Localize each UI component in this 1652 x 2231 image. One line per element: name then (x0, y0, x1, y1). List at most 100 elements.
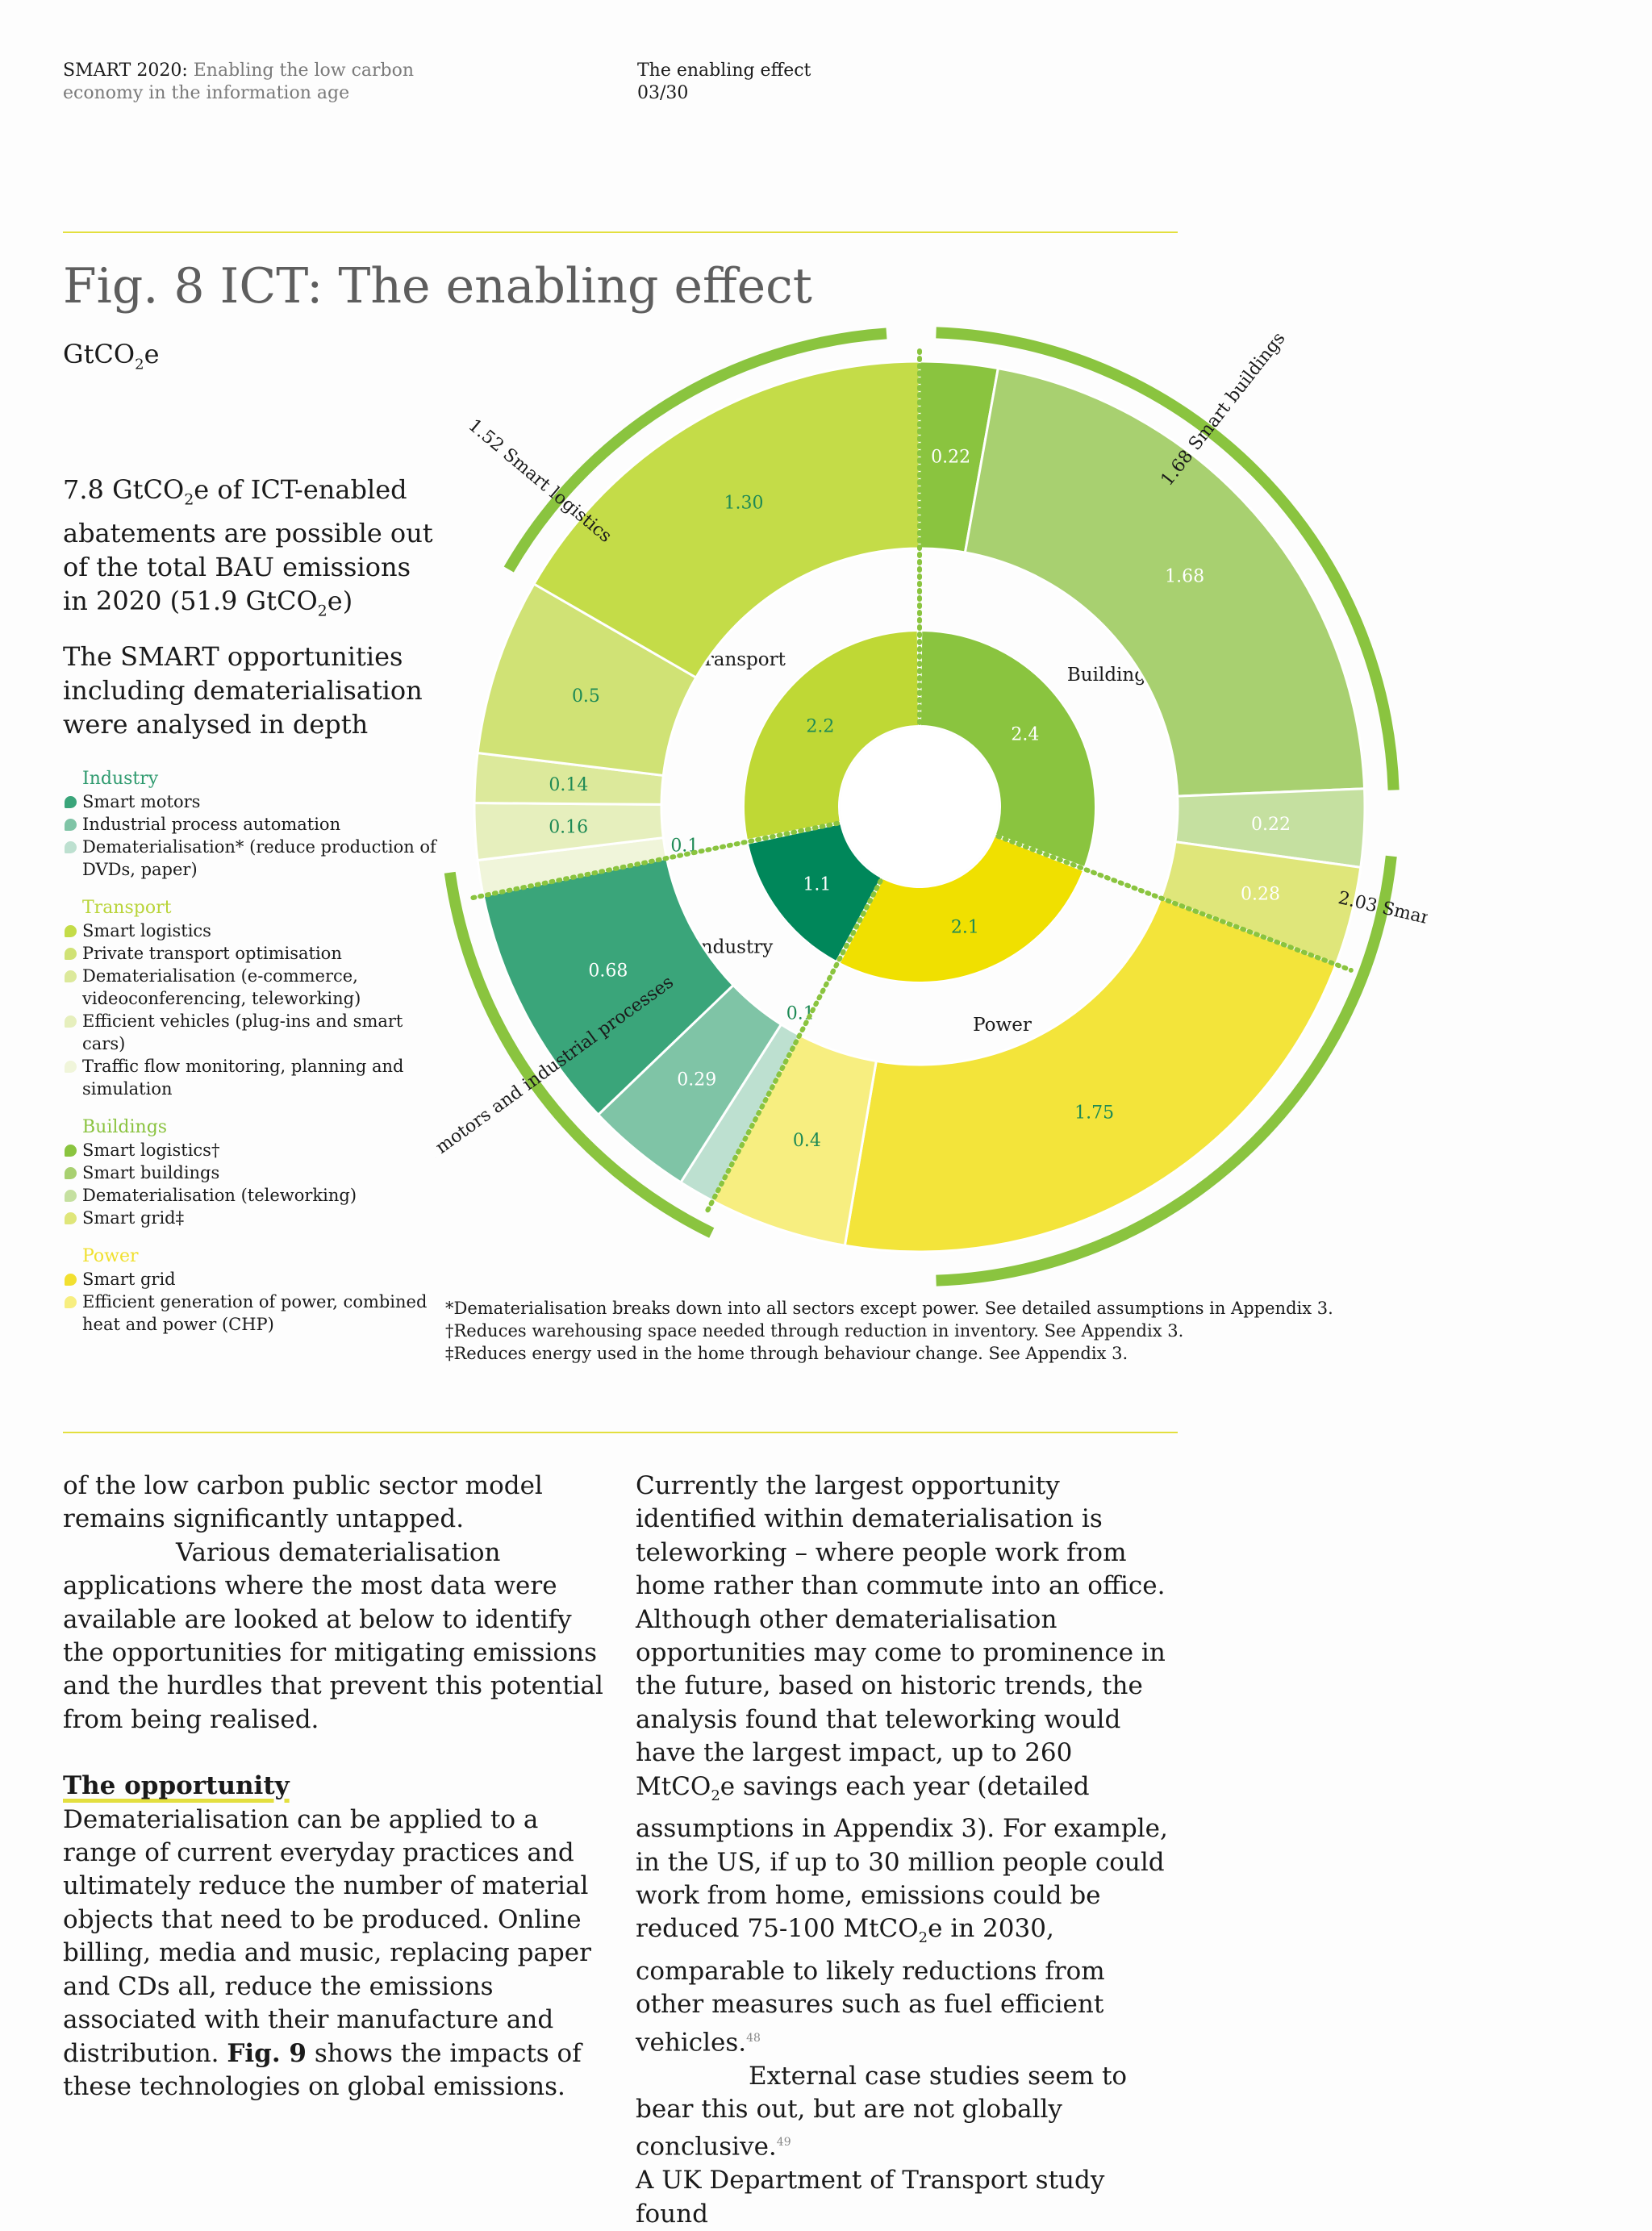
legend-item: Industrial process automation (63, 813, 450, 836)
top-rule (63, 231, 1178, 233)
segment-value-label: 0.28 (1241, 885, 1280, 905)
report-subtitle-line2: economy in the information age (63, 83, 350, 103)
paragraph: Various dematerialisation applications w… (63, 1537, 603, 1734)
legend-item: Smart grid‡ (63, 1207, 450, 1229)
legend-item-label: Dematerialisation* (reduce production of… (82, 837, 436, 879)
legend-item-label: Smart logistics† (82, 1141, 220, 1160)
report-title: SMART 2020: (63, 60, 188, 81)
legend-swatch-icon (65, 819, 77, 831)
sector-divider-line (995, 833, 1354, 973)
segment-value-label: 0.16 (549, 818, 588, 838)
paragraph: of the low carbon public sector model re… (63, 1471, 543, 1534)
segment-value-label: 0.29 (677, 1070, 716, 1090)
legend-item: Dematerialisation (e-commerce, videoconf… (63, 965, 450, 1010)
paragraph: Dematerialisation can be applied to a ra… (63, 1804, 591, 2101)
legend-item: Efficient generation of power, combined … (63, 1291, 450, 1336)
legend-item: Traffic flow monitoring, planning and si… (63, 1055, 450, 1100)
sector-arc-power (838, 835, 1085, 983)
legend-item-label: Efficient generation of power, combined … (82, 1292, 428, 1334)
segment-value-label: 0.4 (793, 1131, 821, 1151)
sunburst-chart: 2.4Buildings0.221.680.220.282.1Power1.75… (436, 327, 1428, 1286)
segment-arc (843, 896, 1338, 1253)
segment-value-label: 0.22 (1251, 815, 1291, 835)
segment-value-label: 1.75 (1074, 1103, 1114, 1123)
legend-swatch-icon (65, 1274, 77, 1286)
legend-swatch-icon (65, 970, 77, 982)
figure-reference: Fig. 9 (227, 2038, 307, 2068)
legend-item: Smart buildings (63, 1161, 450, 1184)
paragraph: Currently the largest opportunity identi… (636, 1471, 1168, 2058)
legend-swatch-icon (65, 1296, 77, 1308)
legend-group-title: Buildings (82, 1117, 168, 1137)
paragraph: External case studies seem to bear this … (636, 2061, 1128, 2162)
legend-item: Smart motors (63, 790, 450, 813)
legend-item: Smart logistics† (63, 1139, 450, 1161)
section-title: The enabling effect (637, 60, 811, 81)
legend-item-label: Private transport optimisation (82, 944, 342, 963)
sector-arc-buildings (920, 630, 1096, 869)
segment-value-label: 0.5 (572, 686, 600, 707)
bottom-rule (63, 1432, 1178, 1433)
footnote-dematerialisation: *Dematerialisation breaks down into all … (445, 1299, 1333, 1318)
sector-divider-line (703, 878, 883, 1218)
legend-group-title: Transport (82, 898, 172, 918)
legend-swatch-icon (65, 841, 77, 853)
legend-swatch-icon (65, 796, 77, 808)
sector-divider-line (465, 820, 841, 902)
legend-item: Smart logistics (63, 920, 450, 942)
callout-arc (936, 855, 1397, 1286)
legend-item: Dematerialisation* (reduce production of… (63, 836, 450, 881)
report-subtitle: Enabling the low carbon (187, 60, 415, 81)
intro-abatement: 7.8 GtCO2e of ICT-enabled abatements are… (63, 474, 433, 620)
header-left: SMART 2020: Enabling the low carbon econ… (63, 60, 414, 105)
footnotes: *Dematerialisation breaks down into all … (445, 1297, 1333, 1365)
segment-arc (532, 360, 921, 680)
section-heading: The opportunity (63, 1771, 290, 1801)
legend-item-label: Smart grid‡ (82, 1208, 185, 1228)
center-hole (841, 728, 999, 886)
footnote-ref: 49 (776, 2136, 791, 2150)
legend-item-label: Smart buildings (82, 1163, 220, 1182)
intro-smart: The SMART opportunities including demate… (63, 641, 423, 740)
callout-arc (503, 327, 887, 573)
legend-item-label: Dematerialisation (teleworking) (82, 1186, 357, 1205)
paragraph: A UK Department of Transport study found (636, 2166, 1105, 2229)
legend: Industry Smart motors Industrial process a… (63, 768, 450, 1352)
legend-item-label: Traffic flow monitoring, planning and si… (82, 1057, 404, 1099)
legend-item-label: Smart logistics (82, 921, 211, 940)
body-column-right: Currently the largest opportunity identi… (636, 1470, 1176, 2231)
sector-name-label: Power (973, 1015, 1032, 1036)
legend-item-label: Smart grid (82, 1270, 176, 1289)
legend-item-label: Industrial process automation (82, 815, 341, 834)
legend-item: Smart grid (63, 1268, 450, 1291)
legend-group-power: Power Smart grid Efficient generation of p… (63, 1245, 450, 1336)
callout-arc (444, 871, 715, 1238)
legend-swatch-icon (65, 1015, 77, 1028)
segment-value-label: 0.68 (588, 961, 628, 981)
legend-swatch-icon (65, 1061, 77, 1073)
legend-swatch-icon (65, 948, 77, 960)
legend-group-buildings: Buildings Smart logistics† Smart buildings… (63, 1116, 450, 1229)
callout-arc (936, 327, 1400, 790)
legend-swatch-icon (65, 1145, 77, 1157)
legend-item: Dematerialisation (teleworking) (63, 1184, 450, 1207)
legend-group-title: Power (82, 1246, 139, 1266)
legend-group-industry: Industry Smart motors Industrial process a… (63, 768, 450, 881)
sector-value-label: 2.4 (1011, 725, 1039, 745)
legend-swatch-icon (65, 925, 77, 937)
sector-value-label: 2.1 (951, 918, 979, 938)
legend-swatch-icon (65, 1212, 77, 1224)
legend-item-label: Smart motors (82, 792, 201, 811)
segment-value-label: 0.14 (549, 775, 588, 795)
segment-value-label: 1.68 (1165, 567, 1204, 587)
legend-item: Private transport optimisation (63, 942, 450, 965)
sector-arc-transport (743, 630, 920, 841)
body-column-left: of the low carbon public sector model re… (63, 1470, 603, 2104)
unit-label: GtCO2e (63, 339, 160, 373)
footnote-ref: 48 (746, 2031, 761, 2045)
legend-item-label: Efficient vehicles (plug-ins and smart c… (82, 1011, 403, 1053)
segment-arc (963, 366, 1366, 798)
sector-value-label: 2.2 (806, 716, 834, 736)
footnote-warehousing: †Reduces warehousing space needed throug… (445, 1321, 1184, 1341)
page-number: 03/30 (637, 83, 689, 103)
